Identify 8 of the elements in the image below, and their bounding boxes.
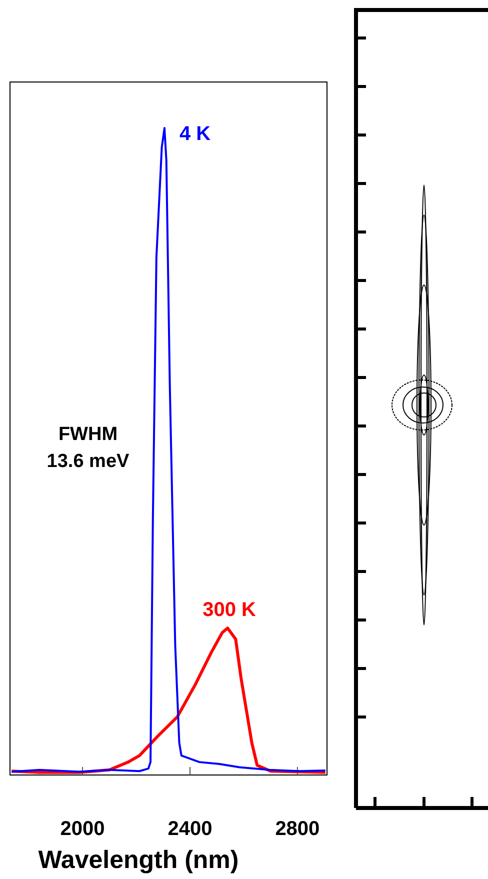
x-tick-label: 2400 xyxy=(168,818,212,840)
x-axis-title: Wavelength (nm) xyxy=(38,846,239,874)
x-tick-label: 2800 xyxy=(275,818,320,840)
annotation: 13.6 meV xyxy=(46,451,130,472)
annotation: FWHM xyxy=(58,424,118,445)
x-tick-label: 2000 xyxy=(60,818,105,840)
series-label: 300 K xyxy=(202,599,257,622)
series-label: 4 K xyxy=(179,123,212,145)
